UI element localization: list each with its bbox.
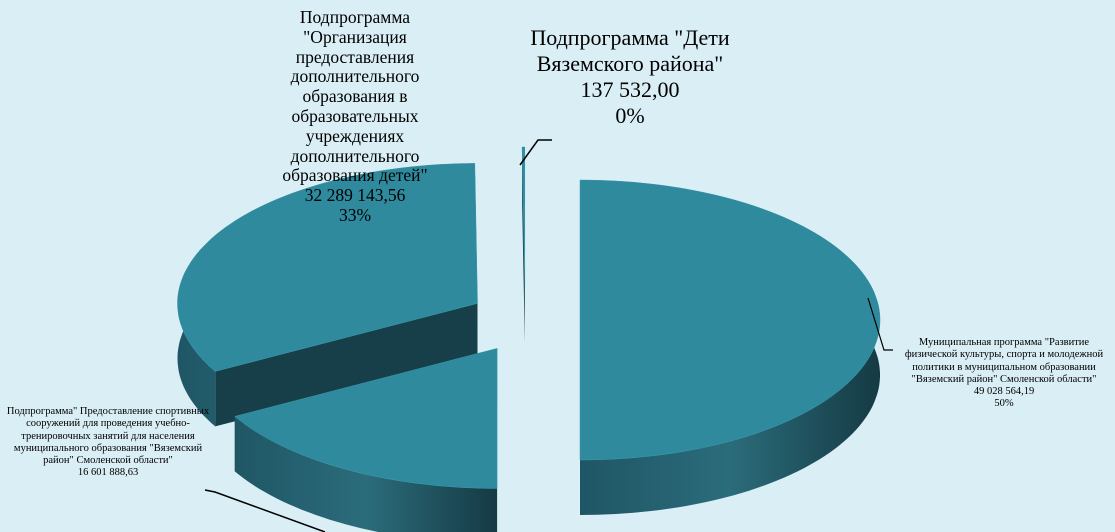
- value-label: 137 532,00: [580, 77, 680, 102]
- category-label: Подпрограмма "Дети Вяземского района": [530, 25, 730, 76]
- slice: [234, 348, 498, 489]
- value-label: 32 289 143,56: [304, 185, 406, 206]
- slice-side: [215, 303, 478, 427]
- category-label: Подпрограмма "Организация предоставления…: [282, 7, 428, 186]
- slice-label: Подпрограмма" Предоставление спортивных …: [2, 406, 214, 480]
- slice: [521, 146, 526, 288]
- category-label: Подпрограмма" Предоставление спортивных …: [6, 406, 210, 467]
- slice: [579, 179, 881, 461]
- percent-label: 0%: [615, 103, 645, 128]
- percent-label: 33%: [338, 204, 372, 225]
- slice: [177, 163, 478, 372]
- slice-wall: [234, 416, 498, 532]
- category-label: Муниципальная программа "Развитие физиче…: [904, 337, 1104, 385]
- percent-label: 50%: [994, 398, 1014, 410]
- leader-line: [519, 139, 552, 166]
- slice-label: Подпрограмма "Организация предоставления…: [255, 7, 455, 226]
- value-label: 16 601 888,63: [77, 467, 139, 479]
- pie: [177, 146, 881, 532]
- slice-label: Подпрограмма "Дети Вяземского района" 13…: [505, 25, 755, 129]
- value-label: 49 028 564,19: [973, 386, 1035, 398]
- leader-line: [867, 297, 893, 351]
- slice-label: Муниципальная программа "Развитие физиче…: [893, 337, 1115, 411]
- leader-line: [204, 489, 326, 532]
